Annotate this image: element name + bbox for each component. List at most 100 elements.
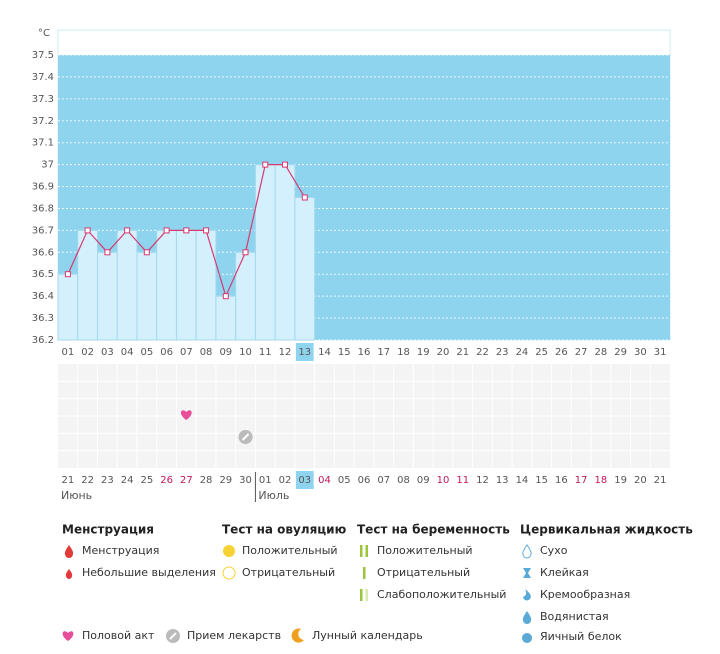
calendar-day: 01	[259, 475, 272, 486]
fluid-icon	[522, 611, 532, 624]
calendar-day: 26	[160, 475, 173, 486]
y-tick-label: 36.6	[32, 247, 54, 258]
temperature-point	[124, 227, 131, 234]
legend-item: Кремообразная	[540, 588, 630, 601]
legend-item: Лунный календарь	[312, 629, 423, 642]
day-label: 02	[81, 347, 94, 358]
y-tick-label: 36.2	[32, 335, 54, 346]
day-label: 08	[200, 347, 213, 358]
temperature-bar	[116, 229, 138, 341]
test-icon	[363, 567, 366, 579]
y-tick-label: 36.4	[32, 291, 54, 302]
calendar-day: 11	[456, 475, 469, 486]
temperature-point	[183, 227, 190, 234]
calendar-day: 24	[121, 475, 134, 486]
calendar-day: 20	[634, 475, 647, 486]
day-label: 14	[318, 347, 331, 358]
test-icon	[360, 589, 363, 601]
today-highlight	[295, 343, 314, 361]
calendar-day: 30	[239, 475, 252, 486]
day-label: 21	[456, 347, 469, 358]
temperature-point	[143, 249, 150, 256]
day-label: 26	[555, 347, 568, 358]
legend-item: Слабоположительный	[377, 588, 506, 601]
month-label: Июль	[258, 489, 289, 502]
day-label: 29	[614, 347, 627, 358]
test-icon	[360, 545, 363, 557]
heart-icon	[62, 631, 74, 641]
drop-icon	[65, 569, 73, 579]
calendar-day: 17	[575, 475, 588, 486]
day-label: 24	[516, 347, 529, 358]
y-tick-label: 36.5	[32, 269, 54, 280]
fluid-icon	[523, 568, 531, 578]
legend-item: Менструация	[82, 544, 159, 557]
legend-item: Клейкая	[540, 566, 589, 579]
pill-stroke	[169, 632, 177, 640]
ovulation-icon	[222, 566, 236, 580]
day-label: 28	[595, 347, 608, 358]
temperature-bar	[294, 197, 316, 341]
temperature-bar	[235, 251, 256, 341]
calendar-day: 23	[101, 475, 114, 486]
day-label: 16	[358, 347, 371, 358]
temperature-bar	[156, 229, 177, 341]
day-label: 04	[121, 347, 134, 358]
calendar-day: 07	[377, 475, 390, 486]
y-tick-label: 37.5	[32, 50, 54, 61]
day-label: 19	[417, 347, 430, 358]
fluid-icon	[522, 544, 532, 559]
day-label: 25	[535, 347, 548, 358]
legend-heading: Менструация	[62, 523, 154, 537]
day-label: 11	[259, 347, 272, 358]
day-label: 15	[338, 347, 351, 358]
calendar-day: 13	[496, 475, 509, 486]
y-tick-label: 36.9	[32, 182, 54, 193]
day-label: 05	[140, 347, 153, 358]
y-tick-label: 36.3	[32, 313, 54, 324]
calendar-day: 06	[358, 475, 371, 486]
day-label: 13	[298, 347, 311, 358]
temperature-point	[84, 227, 91, 234]
day-label: 17	[377, 347, 390, 358]
calendar-day: 08	[397, 475, 410, 486]
calendar-day: 28	[200, 475, 213, 486]
y-tick-label: 37	[41, 160, 54, 171]
day-label: 01	[62, 347, 75, 358]
temperature-point	[242, 249, 249, 256]
fluid-icon	[523, 589, 531, 601]
calendar-day: 09	[417, 475, 430, 486]
calendar-day: 15	[535, 475, 548, 486]
calendar-day: 14	[516, 475, 529, 486]
legend-heading: Тест на беременность	[357, 523, 510, 537]
calendar-day: 16	[555, 475, 568, 486]
calendar-day: 18	[595, 475, 608, 486]
calendar-day: 21	[62, 475, 75, 486]
legend-item: Отрицательный	[242, 566, 335, 579]
legend-heading: Цервикальная жидкость	[520, 523, 693, 537]
temperature-bar	[96, 251, 118, 341]
temperature-point	[104, 249, 111, 256]
temperature-bar	[57, 273, 79, 341]
temperature-point	[222, 293, 229, 300]
test-icon	[365, 545, 368, 557]
legend-heading: Тест на овуляцию	[222, 523, 347, 537]
day-label: 31	[654, 347, 667, 358]
day-label: 22	[476, 347, 489, 358]
y-tick-label: 37.1	[32, 138, 54, 149]
temperature-point	[262, 161, 269, 168]
temperature-bar	[215, 295, 237, 341]
temperature-point	[163, 227, 170, 234]
legend-item: Отрицательный	[377, 566, 470, 579]
legend-item: Половой акт	[82, 629, 155, 642]
fluid-icon	[522, 633, 532, 643]
y-tick-label: 37.3	[32, 94, 54, 105]
day-label: 18	[397, 347, 410, 358]
calendar-day: 05	[338, 475, 351, 486]
day-label: 09	[219, 347, 232, 358]
temperature-bar	[254, 164, 276, 341]
unit-label: °C	[38, 28, 50, 39]
calendar-day: 22	[81, 475, 94, 486]
drop-icon	[64, 545, 74, 558]
